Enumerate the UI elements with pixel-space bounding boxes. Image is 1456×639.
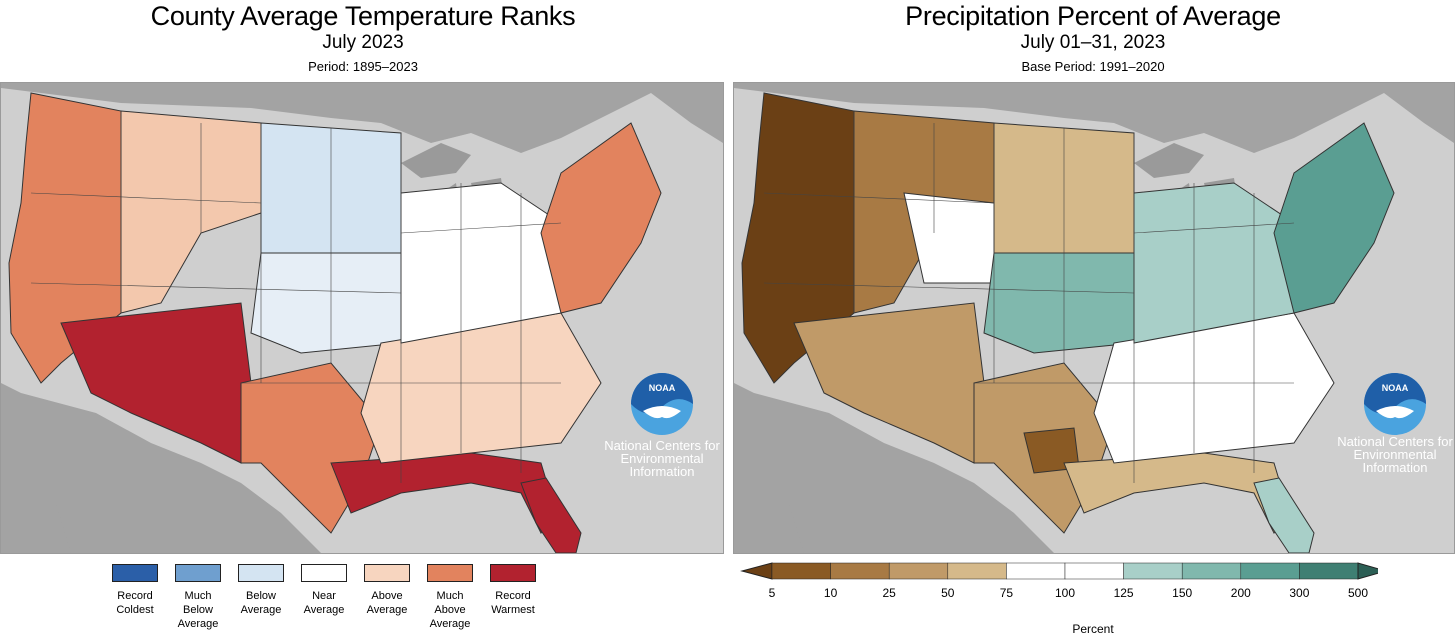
- ncei-line-1: National Centers for: [604, 438, 720, 453]
- ncei-credit: National Centers for Environmental Infor…: [597, 438, 723, 479]
- colorbar-tick-label: 500: [1347, 586, 1369, 600]
- colorbar-tick-label: 100: [1054, 586, 1076, 600]
- ncei-line-3: Information: [629, 464, 695, 479]
- legend-swatch: [427, 564, 473, 582]
- noaa-logo-icon: NOAA: [631, 373, 693, 435]
- noaa-logo-icon: NOAA: [1364, 373, 1426, 435]
- legend-label: Much Above Average: [429, 590, 471, 630]
- legend-swatch: [301, 564, 347, 582]
- legend-label: Above Average: [366, 590, 408, 616]
- conus-central-plains: [983, 252, 1135, 354]
- colorbar-segment: [1299, 562, 1359, 580]
- colorbar-segment: [888, 562, 949, 580]
- conus-southeast: [360, 312, 602, 464]
- conus-northeast: [1273, 122, 1395, 314]
- legend-swatch: [364, 564, 410, 582]
- canada-land: [734, 83, 1454, 153]
- ncei-line-2: Environmental: [620, 451, 704, 466]
- colorbar-tick-label: 75: [999, 586, 1014, 600]
- colorbar-segment: [1064, 562, 1124, 580]
- colorbar-over-arrow: [1357, 562, 1378, 580]
- precip-map-period: Base Period: 1991–2020: [1021, 59, 1165, 74]
- colorbar-tick-label: 10: [823, 586, 838, 600]
- colorbar-segment: [771, 562, 831, 580]
- conus-florida: [1253, 477, 1315, 553]
- conus-northeast: [540, 122, 662, 314]
- legend-label: Near Average: [303, 590, 345, 616]
- colorbar-tick-label: 200: [1230, 586, 1251, 600]
- legend-label: Below Average: [240, 590, 282, 616]
- legend-label: Much Below Average: [177, 590, 219, 630]
- precipitation-map: NOAA National Centers for Environmental …: [733, 82, 1455, 554]
- colorbar-segment: [947, 562, 1007, 580]
- precipitation-colorbar: [740, 562, 1378, 580]
- temperature-map-subtitle: July 2023: [322, 32, 404, 53]
- colorbar-tick-label: 125: [1113, 586, 1134, 600]
- conus-southwest: [793, 302, 985, 464]
- temperature-map-title: County Average Temperature Ranks: [150, 1, 576, 31]
- legend-label: Record Coldest: [116, 590, 154, 616]
- conus-southwest: [60, 302, 252, 464]
- temperature-map-graphic: [1, 83, 723, 553]
- ncei-line-1: National Centers for: [1337, 434, 1453, 449]
- colorbar-tick-label: 300: [1289, 586, 1310, 600]
- lake-superior: [401, 143, 471, 178]
- legend-swatch: [112, 564, 158, 582]
- conus-florida: [520, 477, 582, 553]
- temperature-map-period: Period: 1895–2023: [308, 59, 418, 74]
- colorbar-tick-label: 5: [768, 586, 776, 600]
- svg-text:NOAA: NOAA: [1382, 383, 1409, 393]
- conus-gulf-coast: [1063, 452, 1290, 534]
- baja-land: [41, 413, 111, 553]
- lake-superior: [1134, 143, 1204, 178]
- colorbar-tick-label: 25: [882, 586, 896, 600]
- ncei-line-2: Environmental: [1353, 447, 1437, 462]
- colorbar-segment: [1181, 562, 1242, 580]
- ncei-line-3: Information: [1362, 460, 1428, 475]
- state-borders: [30, 111, 562, 483]
- colorbar-segment: [1006, 562, 1066, 580]
- conus-gulf-coast: [330, 452, 557, 534]
- legend-swatch: [490, 564, 536, 582]
- conus-southeast: [1093, 312, 1335, 464]
- baja-land: [774, 413, 844, 553]
- colorbar-segment: [1240, 562, 1300, 580]
- ncei-credit: National Centers for Environmental Infor…: [1330, 434, 1454, 475]
- precip-map-title: Precipitation Percent of Average: [905, 1, 1281, 31]
- colorbar-tick-label: 50: [941, 586, 955, 600]
- canada-land: [1, 83, 723, 153]
- state-borders: [763, 111, 1295, 483]
- svg-text:NOAA: NOAA: [649, 383, 676, 393]
- colorbar-tick-label: 150: [1172, 586, 1193, 600]
- precipitation-map-graphic: [734, 83, 1454, 553]
- colorbar-under-arrow: [740, 562, 773, 580]
- legend-label: Record Warmest: [491, 590, 535, 616]
- temperature-rank-panel: County Average Temperature Ranks July 20…: [0, 0, 726, 639]
- legend-swatch: [238, 564, 284, 582]
- colorbar-segment: [1123, 562, 1183, 580]
- conus-northwest-interior: [120, 110, 262, 314]
- conus-central-plains: [250, 252, 402, 354]
- precip-map-subtitle: July 01–31, 2023: [1020, 32, 1166, 53]
- temperature-map: NOAA National Centers for Environmental …: [0, 82, 724, 554]
- precipitation-panel: Precipitation Percent of Average July 01…: [730, 0, 1456, 639]
- colorbar-axis-label: Percent: [1072, 622, 1114, 636]
- colorbar-segment: [830, 562, 890, 580]
- conus-rockies: [903, 192, 995, 284]
- legend-swatch: [175, 564, 221, 582]
